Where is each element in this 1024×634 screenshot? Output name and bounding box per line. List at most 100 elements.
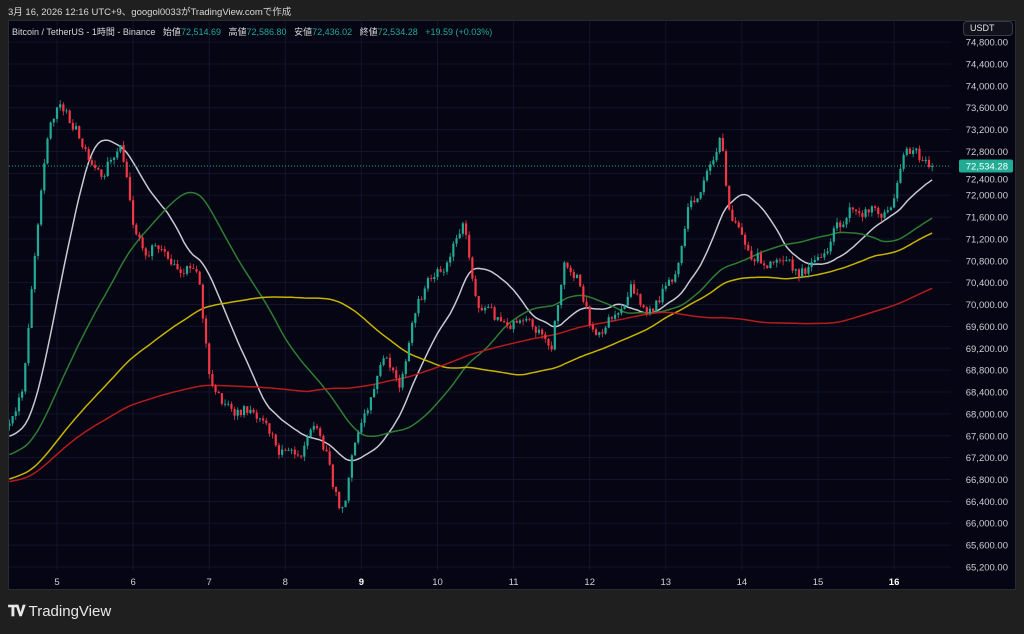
candle-body [671, 279, 674, 282]
candle-body [563, 262, 566, 285]
ma-line-200 [9, 287, 933, 483]
candle-body [677, 263, 680, 275]
symbol-title: Bitcoin / TetherUS - 1時間 - Binance [12, 27, 156, 37]
candle-body [385, 357, 388, 359]
candle-body [893, 198, 896, 208]
candle-body [610, 317, 613, 319]
candle-body [417, 298, 420, 314]
candle-body [401, 374, 404, 388]
candle-body [277, 445, 281, 455]
time-tick-label: 8 [283, 577, 288, 588]
candle-body [658, 300, 661, 303]
price-tick-label: 72,800.00 [966, 147, 1008, 158]
candle-body [896, 182, 899, 199]
candle-body [553, 321, 556, 350]
candle-body [804, 268, 807, 274]
candle-body [835, 222, 839, 229]
candle-body [636, 293, 639, 295]
price-tick-label: 68,800.00 [966, 366, 1008, 377]
candle-body [788, 259, 791, 261]
candle-body [661, 288, 664, 303]
candle-body [293, 449, 296, 455]
candle-body [915, 148, 918, 151]
candle-body [648, 308, 652, 314]
candle-body [632, 284, 636, 294]
candle-body [547, 338, 550, 346]
candle-body [766, 265, 769, 269]
candle-body [705, 170, 709, 181]
candle-body [772, 261, 775, 263]
candle-body [861, 213, 864, 217]
candle-body [217, 391, 220, 394]
price-tick-label: 65,200.00 [966, 562, 1008, 573]
candle-body [195, 268, 198, 272]
time-tick-label: 11 [509, 577, 519, 588]
tradingview-brand[interactable]: 𝐓𝐕 TradingView [8, 603, 111, 620]
candle-body [794, 269, 797, 271]
candle-body [518, 320, 522, 323]
candle-body [442, 271, 445, 273]
candle-body [160, 249, 163, 250]
candle-body [90, 160, 93, 165]
candle-body [312, 426, 315, 430]
candle-body [17, 397, 21, 412]
candle-body [924, 159, 927, 162]
candle-body [525, 318, 528, 321]
candle-body [109, 159, 113, 162]
candle-body [728, 185, 731, 210]
price-tick-label: 70,800.00 [966, 256, 1008, 267]
candle-body [151, 245, 154, 257]
candle-body [423, 288, 426, 300]
candle-body [585, 301, 588, 307]
candle-body [119, 145, 122, 152]
candle-body [112, 157, 116, 160]
candle-body [550, 345, 553, 350]
candle-body [147, 255, 151, 257]
currency-button[interactable]: USDT [963, 21, 1013, 36]
candle-body [753, 259, 756, 262]
candle-body [782, 260, 785, 262]
candle-body [430, 278, 433, 280]
candle-body [233, 408, 236, 416]
candle-body [626, 296, 629, 306]
candle-body [281, 449, 284, 455]
candle-body [908, 148, 912, 154]
candle-body [433, 277, 436, 280]
candle-body [899, 168, 902, 183]
candle-body [629, 284, 633, 297]
candle-body [886, 210, 889, 213]
price-tick-label: 70,000.00 [966, 300, 1008, 311]
candle-body [182, 272, 185, 274]
candle-body [927, 159, 931, 168]
candle-body [487, 306, 490, 308]
grid-lines [9, 21, 951, 570]
candle-body [829, 241, 832, 252]
candle-body [97, 167, 100, 170]
candle-body [382, 358, 385, 365]
candle-body [854, 209, 858, 212]
candle-body [877, 207, 880, 214]
candle-body [455, 238, 458, 244]
candle-body [731, 209, 734, 222]
candle-body [24, 363, 27, 392]
candle-body [690, 200, 693, 208]
candle-body [84, 147, 87, 150]
candle-body [290, 449, 293, 451]
candle-body [832, 228, 835, 242]
candle-body [223, 403, 227, 405]
candle-body [122, 145, 125, 162]
time-tick-label: 15 [813, 577, 824, 588]
price-tick-label: 70,400.00 [966, 278, 1008, 289]
candle-body [477, 296, 480, 309]
candle-body [420, 298, 423, 300]
candle-body [62, 104, 65, 112]
candle-body [826, 251, 829, 254]
candle-body [103, 176, 106, 177]
candle-body [436, 269, 439, 278]
candle-body [303, 445, 306, 457]
candle-body [683, 228, 686, 247]
tradingview-logo-icon: 𝐓𝐕 [8, 603, 26, 620]
candle-body [785, 260, 788, 262]
candle-body [262, 418, 265, 421]
